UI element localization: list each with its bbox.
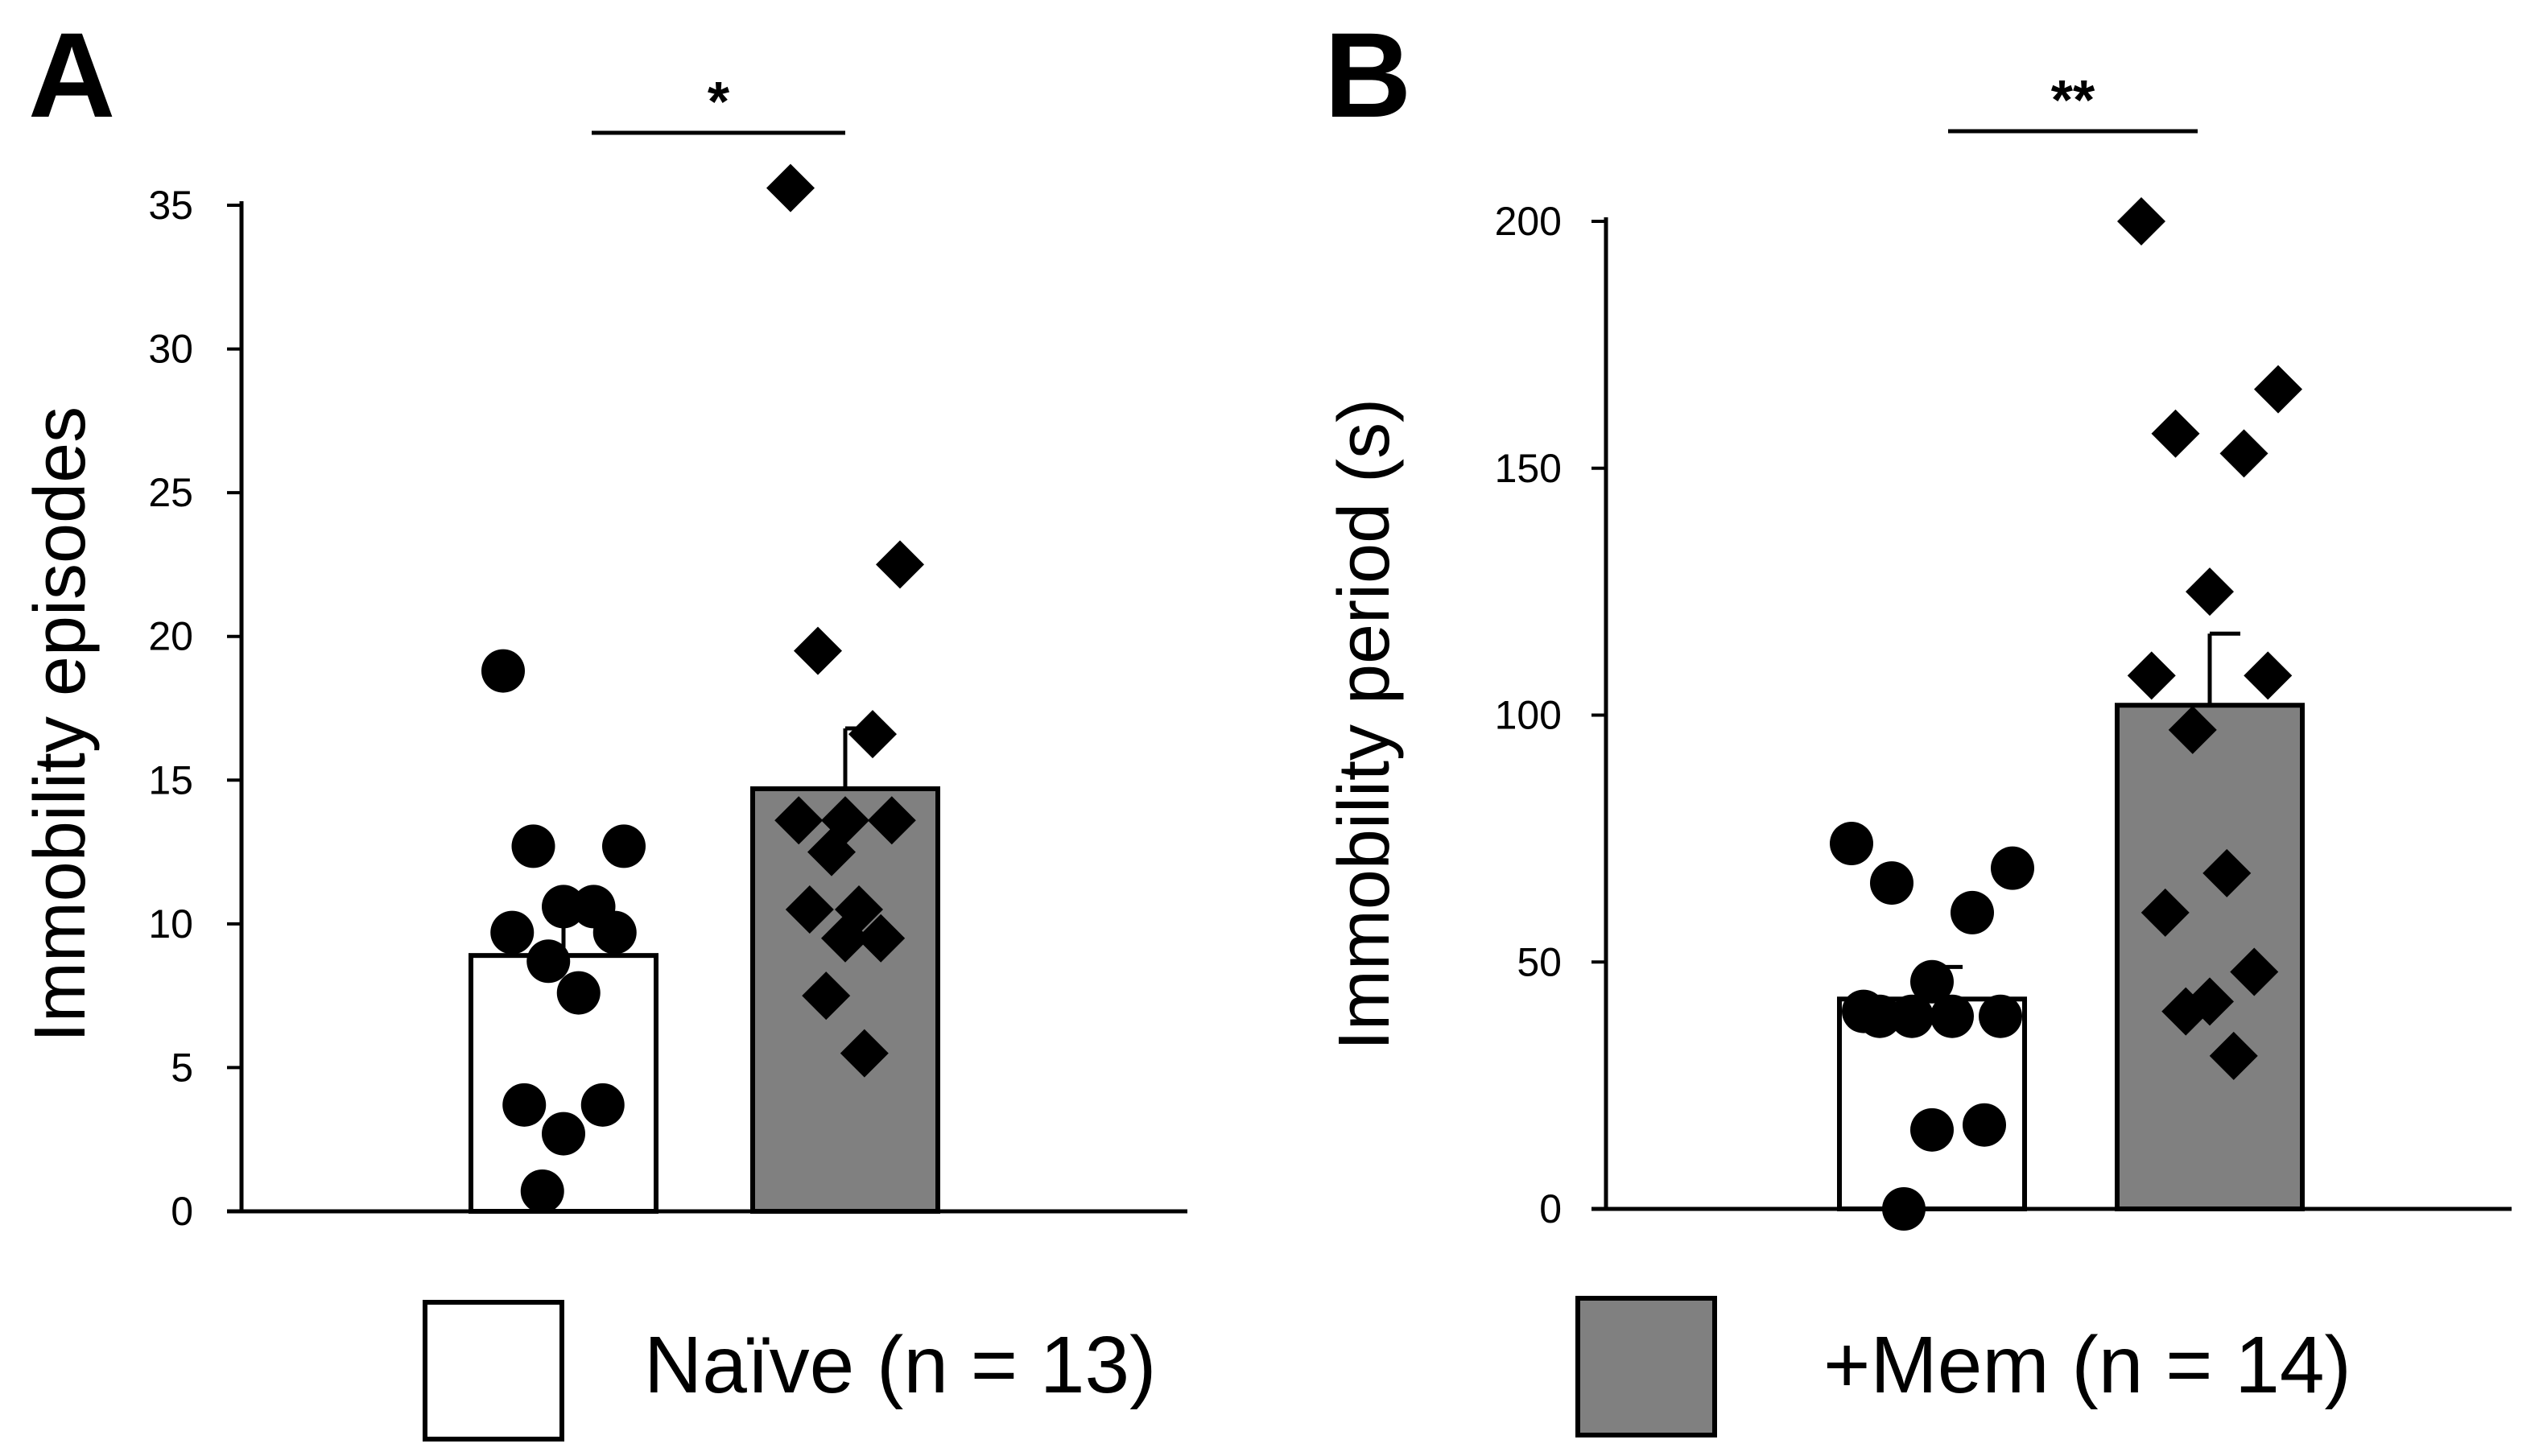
y-tick-label: 200 (1495, 199, 1562, 244)
data-point-naive (1951, 890, 1994, 934)
data-point-naive (542, 885, 585, 929)
data-point-naive (1890, 994, 1934, 1038)
data-point-naive (1910, 959, 1954, 1004)
y-axis-label: Immobility period (s) (1324, 398, 1405, 1050)
y-tick-label: 100 (1495, 693, 1562, 738)
data-point-naive (520, 1169, 564, 1213)
data-point-mem (785, 885, 834, 934)
data-point-naive (1979, 994, 2022, 1038)
data-point-mem (2140, 888, 2190, 937)
data-point-naive (580, 1083, 625, 1127)
y-tick-label: 0 (1539, 1186, 1562, 1231)
y-tick-label: 0 (171, 1189, 193, 1234)
data-point-naive (1963, 1103, 2006, 1147)
data-point-mem (2202, 848, 2252, 897)
data-point-mem (2168, 705, 2217, 754)
legend-label-mem: +Mem (n = 14) (1823, 1320, 2351, 1410)
data-point-naive (526, 939, 571, 984)
data-point-mem (807, 827, 856, 876)
data-point-mem (2127, 651, 2176, 700)
data-point-mem (774, 796, 824, 845)
data-point-naive (490, 910, 535, 955)
data-point-mem (2151, 409, 2200, 458)
y-tick-label: 15 (148, 757, 193, 802)
legend: Naïve (n = 13) +Mem (n = 14) (423, 1296, 2351, 1442)
data-point-naive (1882, 1187, 1926, 1231)
data-point-naive (1930, 994, 1974, 1038)
y-tick-label: 50 (1517, 939, 1562, 984)
panel-a: A 0 5 10 15 20 25 30 35 Immobility episodes * (20, 7, 1187, 1234)
legend-label-naive: Naïve (n = 13) (644, 1320, 1156, 1410)
data-point-mem (876, 540, 924, 589)
legend-swatch-naive (423, 1300, 564, 1442)
panel-b: B 0 50 100 150 200 Immobility period (s) ** (1324, 7, 2512, 1231)
data-point-mem (857, 914, 906, 963)
data-point-mem (2209, 1031, 2258, 1080)
data-point-naive (1910, 1107, 1954, 1152)
data-point-mem (840, 1029, 889, 1078)
y-tick-label: 10 (148, 901, 193, 947)
data-point-naive (542, 1112, 585, 1156)
data-point-mem (867, 796, 916, 845)
y-tick-label: 25 (148, 470, 193, 515)
data-point-mem (821, 914, 869, 963)
data-point-mem (2244, 651, 2293, 700)
data-point-mem (2219, 429, 2268, 478)
y-tick-label: 30 (148, 327, 193, 372)
data-point-naive (592, 910, 637, 955)
data-point-naive (481, 649, 525, 693)
data-point-mem (2186, 567, 2234, 617)
data-point-naive (502, 1083, 547, 1127)
data-point-naive (1991, 846, 2034, 890)
panel-letter: B (1324, 7, 1411, 142)
y-tick-label: 35 (148, 183, 193, 228)
y-tick-label: 20 (148, 614, 193, 659)
data-point-mem (821, 796, 869, 845)
data-point-mem (802, 971, 851, 1021)
data-point-mem (766, 163, 815, 212)
data-point-mem (794, 626, 842, 675)
y-tick-label: 150 (1495, 446, 1562, 491)
y-tick-label: 5 (171, 1045, 193, 1090)
data-point-mem (2117, 197, 2165, 245)
legend-swatch-mem (1575, 1296, 1717, 1437)
significance-marker: * (708, 70, 730, 133)
data-point-naive (556, 971, 601, 1015)
significance-marker: ** (2051, 68, 2095, 131)
data-point-mem (2254, 365, 2302, 414)
data-point-mem (2161, 987, 2211, 1036)
data-point-naive (1830, 822, 1873, 866)
data-point-naive (1858, 994, 1901, 1038)
bar-mem (2115, 703, 2305, 1211)
data-point-naive (1870, 861, 1913, 905)
data-point-naive (511, 824, 555, 868)
data-point-mem (2230, 947, 2279, 996)
y-axis-label: Immobility episodes (20, 406, 101, 1042)
data-point-naive (602, 824, 646, 868)
panel-letter: A (28, 7, 115, 142)
data-point-mem (848, 710, 897, 759)
